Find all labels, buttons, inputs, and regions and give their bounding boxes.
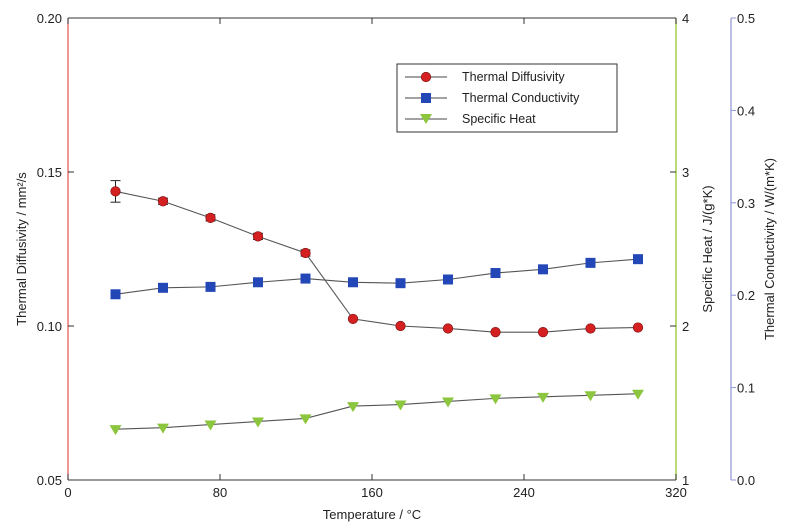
thermal-diffusivity-point <box>300 247 311 259</box>
conductivity-tick-label: 0.1 <box>737 381 755 396</box>
legend-circle-marker <box>420 71 432 83</box>
specific-heat-point <box>252 417 264 428</box>
thermal-conductivity-point <box>300 273 311 284</box>
thermal-conductivity-point <box>205 281 216 292</box>
thermal-diffusivity-point <box>632 322 644 333</box>
thermal-conductivity-point <box>253 277 263 288</box>
specific-heat-point <box>347 402 359 413</box>
conductivity-tick-label: 0.3 <box>737 196 755 211</box>
specific-heat-tick-label: 2 <box>682 319 689 334</box>
specific-heat-tick-label: 4 <box>682 11 689 26</box>
specific-heat-tick-label: 3 <box>682 165 689 180</box>
specific-heat-axis-title: Specific Heat / J/(g*K) <box>700 185 715 312</box>
legend-label-thermal-conductivity: Thermal Conductivity <box>462 91 580 105</box>
specific-heat-point <box>204 420 217 431</box>
specific-heat-point <box>584 391 597 402</box>
conductivity-tick-label: 0.2 <box>737 288 755 303</box>
conductivity-axis-title: Thermal Conductivity / W/(m*K) <box>762 158 777 340</box>
specific-heat-point <box>394 400 407 411</box>
specific-heat-line <box>115 393 639 430</box>
thermal-diffusivity-point <box>442 323 454 334</box>
thermal-conductivity-point <box>633 254 643 265</box>
thermal-conductivity-line <box>115 258 639 295</box>
thermal-diffusivity-point <box>537 327 549 338</box>
legend-item-thermal-diffusivity: Thermal Diffusivity <box>405 70 565 84</box>
thermal-diffusivity-point <box>490 327 501 338</box>
x-tick-label: 0 <box>64 485 71 500</box>
left-axis-title: Thermal Diffusivity / mm²/s <box>14 172 29 326</box>
conductivity-tick-label: 0.5 <box>737 11 755 26</box>
conductivity-tick-label: 0.0 <box>737 473 755 488</box>
thermal-diffusivity-point <box>347 313 359 325</box>
specific-heat-tick-label: 1 <box>682 473 689 488</box>
thermal-diffusivity-point <box>585 323 596 334</box>
thermal-diffusivity-point <box>110 186 121 197</box>
thermal-conductivity-point <box>585 257 596 268</box>
left-tick-label: 0.15 <box>37 165 62 180</box>
thermal-diffusivity-point <box>252 231 264 242</box>
thermal-conductivity-point <box>538 264 548 275</box>
thermal-diffusivity-point <box>395 320 406 332</box>
legend: Thermal Diffusivity Thermal Conductivity… <box>396 63 618 133</box>
specific-heat-point <box>109 425 122 436</box>
specific-heat-point <box>489 394 502 405</box>
x-axis-title: Temperature / °C <box>323 507 421 522</box>
thermal-conductivity-point <box>348 277 358 288</box>
specific-heat-point <box>157 423 169 434</box>
x-tick-label: 240 <box>513 485 535 500</box>
legend-square-marker <box>421 93 431 103</box>
specific-heat-point <box>632 389 644 400</box>
specific-heat-point <box>537 392 549 403</box>
series-specific-heat <box>109 389 644 436</box>
thermal-conductivity-point <box>443 274 453 285</box>
thermal-conductivity-point <box>110 289 121 300</box>
thermal-diffusivity-line <box>115 190 639 333</box>
legend-label-specific-heat: Specific Heat <box>462 112 536 126</box>
specific-heat-point <box>442 397 454 408</box>
left-tick-label: 0.10 <box>37 319 62 334</box>
x-tick-label: 160 <box>361 485 383 500</box>
legend-triangle-marker <box>420 114 432 124</box>
specific-heat-point <box>299 414 312 425</box>
thermal-diffusivity-point <box>205 212 216 223</box>
left-tick-label: 0.20 <box>37 11 62 26</box>
series-thermal-conductivity <box>110 254 643 300</box>
legend-item-thermal-conductivity: Thermal Conductivity <box>405 91 580 105</box>
legend-label-thermal-diffusivity: Thermal Diffusivity <box>462 70 565 84</box>
thermal-conductivity-point <box>490 268 501 279</box>
conductivity-tick-label: 0.4 <box>737 103 755 118</box>
x-tick-label: 320 <box>665 485 687 500</box>
x-tick-label: 80 <box>213 485 227 500</box>
legend-item-specific-heat: Specific Heat <box>405 112 536 126</box>
thermal-diffusivity-point <box>157 196 169 207</box>
series-thermal-diffusivity <box>110 180 644 338</box>
thermal-conductivity-point <box>158 282 168 293</box>
left-tick-label: 0.05 <box>37 473 62 488</box>
thermal-conductivity-point <box>395 278 406 289</box>
